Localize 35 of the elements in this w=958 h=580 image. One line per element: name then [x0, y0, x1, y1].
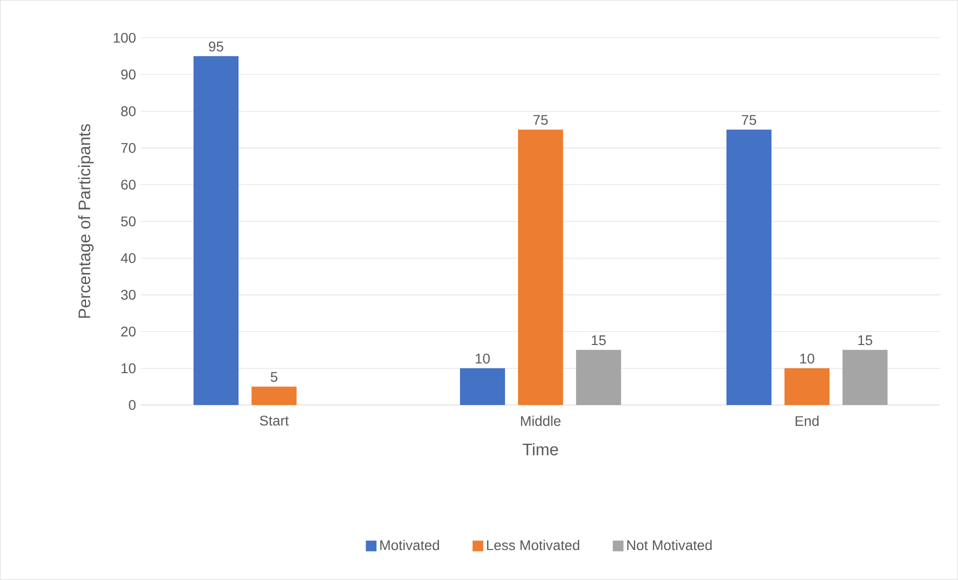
y-tick-label: 100: [114, 32, 136, 43]
bar: [518, 130, 564, 406]
bar: [576, 350, 622, 406]
y-tick-label: 40: [120, 253, 136, 264]
legend-label: Motivated: [380, 540, 439, 550]
x-tick-label: Start: [260, 416, 289, 426]
x-tick-label: Middle: [521, 416, 561, 426]
data-label: 75: [742, 115, 756, 125]
data-label: 10: [476, 354, 490, 364]
bar: [842, 350, 888, 406]
bar: [460, 368, 506, 406]
data-label: 10: [800, 354, 814, 364]
y-tick-label: 90: [121, 70, 136, 80]
x-axis-title: Time: [522, 443, 558, 456]
x-tick-label: End: [796, 416, 819, 426]
y-tick-label: 80: [121, 106, 136, 116]
data-label: 5: [270, 372, 278, 382]
y-axis-title: Percentage of Participants: [78, 124, 94, 318]
y-tick-label: 50: [121, 216, 136, 226]
y-tick-label: 60: [121, 180, 136, 190]
bar: [252, 386, 297, 406]
y-tick-label: 10: [122, 363, 136, 374]
y-tick-label: 0: [128, 400, 136, 410]
y-tick-label: 30: [121, 290, 136, 300]
legend-label: Less Motivated: [487, 540, 580, 550]
data-label: 15: [858, 336, 872, 346]
data-label: 75: [533, 115, 548, 125]
data-label: 15: [592, 336, 606, 346]
bar: [194, 56, 239, 406]
bar: [784, 368, 830, 406]
data-label: 95: [208, 42, 224, 52]
y-tick-label: 70: [121, 143, 136, 153]
bar: [726, 130, 772, 406]
legend-label: Not Motivated: [627, 540, 712, 550]
y-tick-label: 20: [121, 326, 136, 337]
